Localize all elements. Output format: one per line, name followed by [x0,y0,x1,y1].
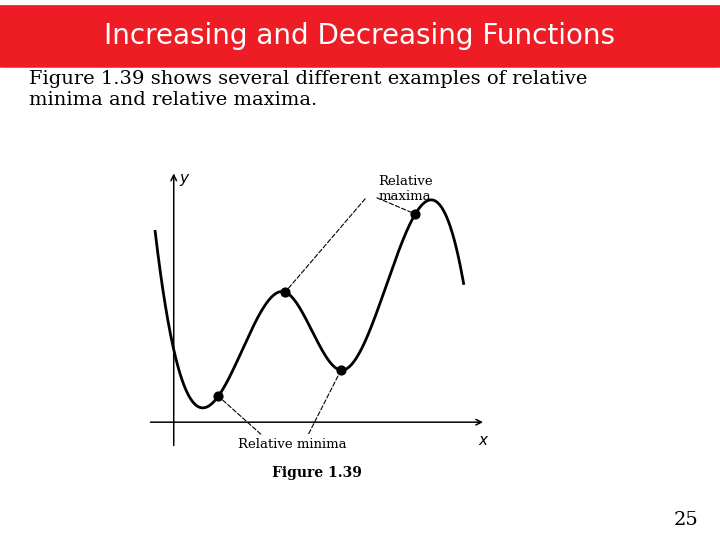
Point [279,288,291,296]
Text: Relative minima: Relative minima [238,438,347,451]
Text: y: y [179,171,189,186]
Text: Relative
maxima: Relative maxima [378,175,433,203]
Point [410,210,421,218]
Text: 25: 25 [674,511,698,529]
Text: x: x [479,433,487,448]
FancyBboxPatch shape [0,6,720,67]
Point [212,392,224,401]
Point [336,366,347,374]
Text: Increasing and Decreasing Functions: Increasing and Decreasing Functions [104,23,616,50]
Text: Figure 1.39: Figure 1.39 [272,465,361,480]
Text: Figure 1.39 shows several different examples of relative
minima and relative max: Figure 1.39 shows several different exam… [29,70,588,109]
